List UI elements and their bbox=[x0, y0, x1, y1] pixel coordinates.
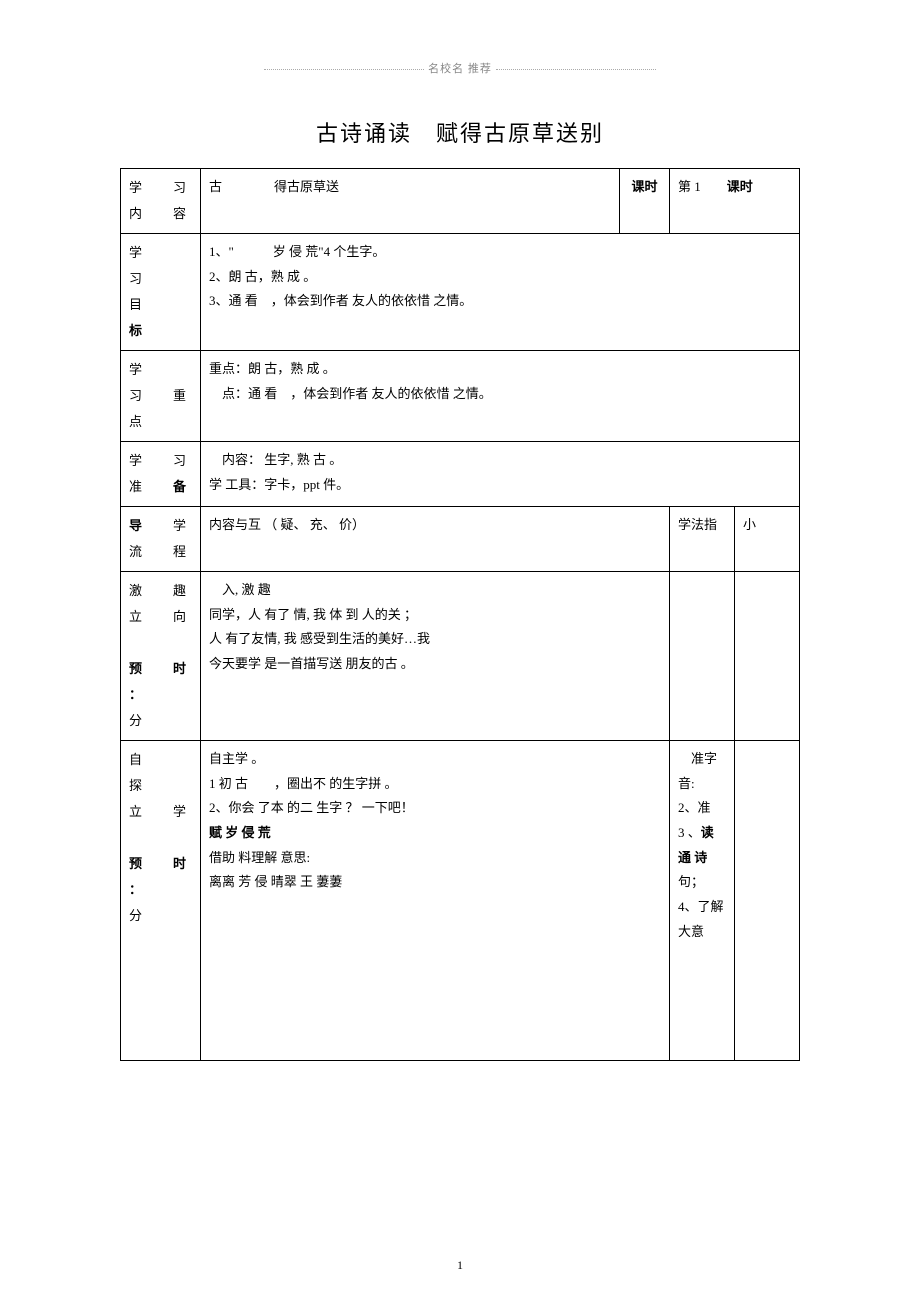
method-head: 学法指 bbox=[670, 507, 735, 572]
table-row: 自 探立 学预 时 ：分 自主学 。1 初 古 ，圈出不 的生字拼 。2、你会 … bbox=[121, 741, 800, 1061]
lesson-table: 学 习 内 容 古 得古原草送 课时 第 1 课时 学习目标 1、" 岁 侵 荒… bbox=[120, 168, 800, 1061]
prepare-text: 内容： 生字, 熟 古 。学 工具：字卡，ppt 件。 bbox=[201, 442, 800, 507]
spark-text: 入, 激 趣同学，人 有了 情, 我 体 到 人的关 ；人 有了友情, 我 感受… bbox=[201, 572, 670, 741]
goal-text: 1、" 岁 侵 荒"4 个生字。2、朗 古，熟 成 。3、通 看 ，体会到作者 … bbox=[201, 234, 800, 351]
tip-head: 小 bbox=[735, 507, 800, 572]
label-explore: 自 探立 学预 时 ：分 bbox=[121, 741, 201, 1061]
explore-text: 自主学 。1 初 古 ，圈出不 的生字拼 。2、你会 了本 的二 生字 ？ 一下… bbox=[201, 741, 670, 1061]
table-row: 导 学流 程 内容与互 （ 疑、 充、 价） 学法指 小 bbox=[121, 507, 800, 572]
explore-tip bbox=[735, 741, 800, 1061]
keshi-value: 第 1 课时 bbox=[670, 169, 800, 234]
label-keypoint: 学 习 重 点 bbox=[121, 351, 201, 442]
keypoint-text: 重点：朗 古，熟 成 。 点：通 看 ，体会到作者 友人的依依惜 之情。 bbox=[201, 351, 800, 442]
page-number: 1 bbox=[0, 1258, 920, 1273]
header-decoration: 名校名 推荐 bbox=[120, 60, 800, 76]
label-content: 学 习 内 容 bbox=[121, 169, 201, 234]
label-keshi: 课时 bbox=[620, 169, 670, 234]
table-row: 学习目标 1、" 岁 侵 荒"4 个生字。2、朗 古，熟 成 。3、通 看 ，体… bbox=[121, 234, 800, 351]
table-row: 学 习准 备 内容： 生字, 熟 古 。学 工具：字卡，ppt 件。 bbox=[121, 442, 800, 507]
table-row: 激 趣立 向预 时 ：分 入, 激 趣同学，人 有了 情, 我 体 到 人的关 … bbox=[121, 572, 800, 741]
table-row: 学 习 重 点 重点：朗 古，熟 成 。 点：通 看 ，体会到作者 友人的依依惜… bbox=[121, 351, 800, 442]
label-goal: 学习目标 bbox=[121, 234, 201, 351]
explore-method: 准字音:2、准3 、读 通 诗句；4、了解大意 bbox=[670, 741, 735, 1061]
label-prepare: 学 习准 备 bbox=[121, 442, 201, 507]
spark-tip bbox=[735, 572, 800, 741]
flow-head: 内容与互 （ 疑、 充、 价） bbox=[201, 507, 670, 572]
page-title: 古诗诵读 赋得古原草送别 bbox=[120, 116, 800, 148]
spark-method bbox=[670, 572, 735, 741]
content-value: 古 得古原草送 bbox=[201, 169, 620, 234]
label-spark: 激 趣立 向预 时 ：分 bbox=[121, 572, 201, 741]
table-row: 学 习 内 容 古 得古原草送 课时 第 1 课时 bbox=[121, 169, 800, 234]
label-flow: 导 学流 程 bbox=[121, 507, 201, 572]
